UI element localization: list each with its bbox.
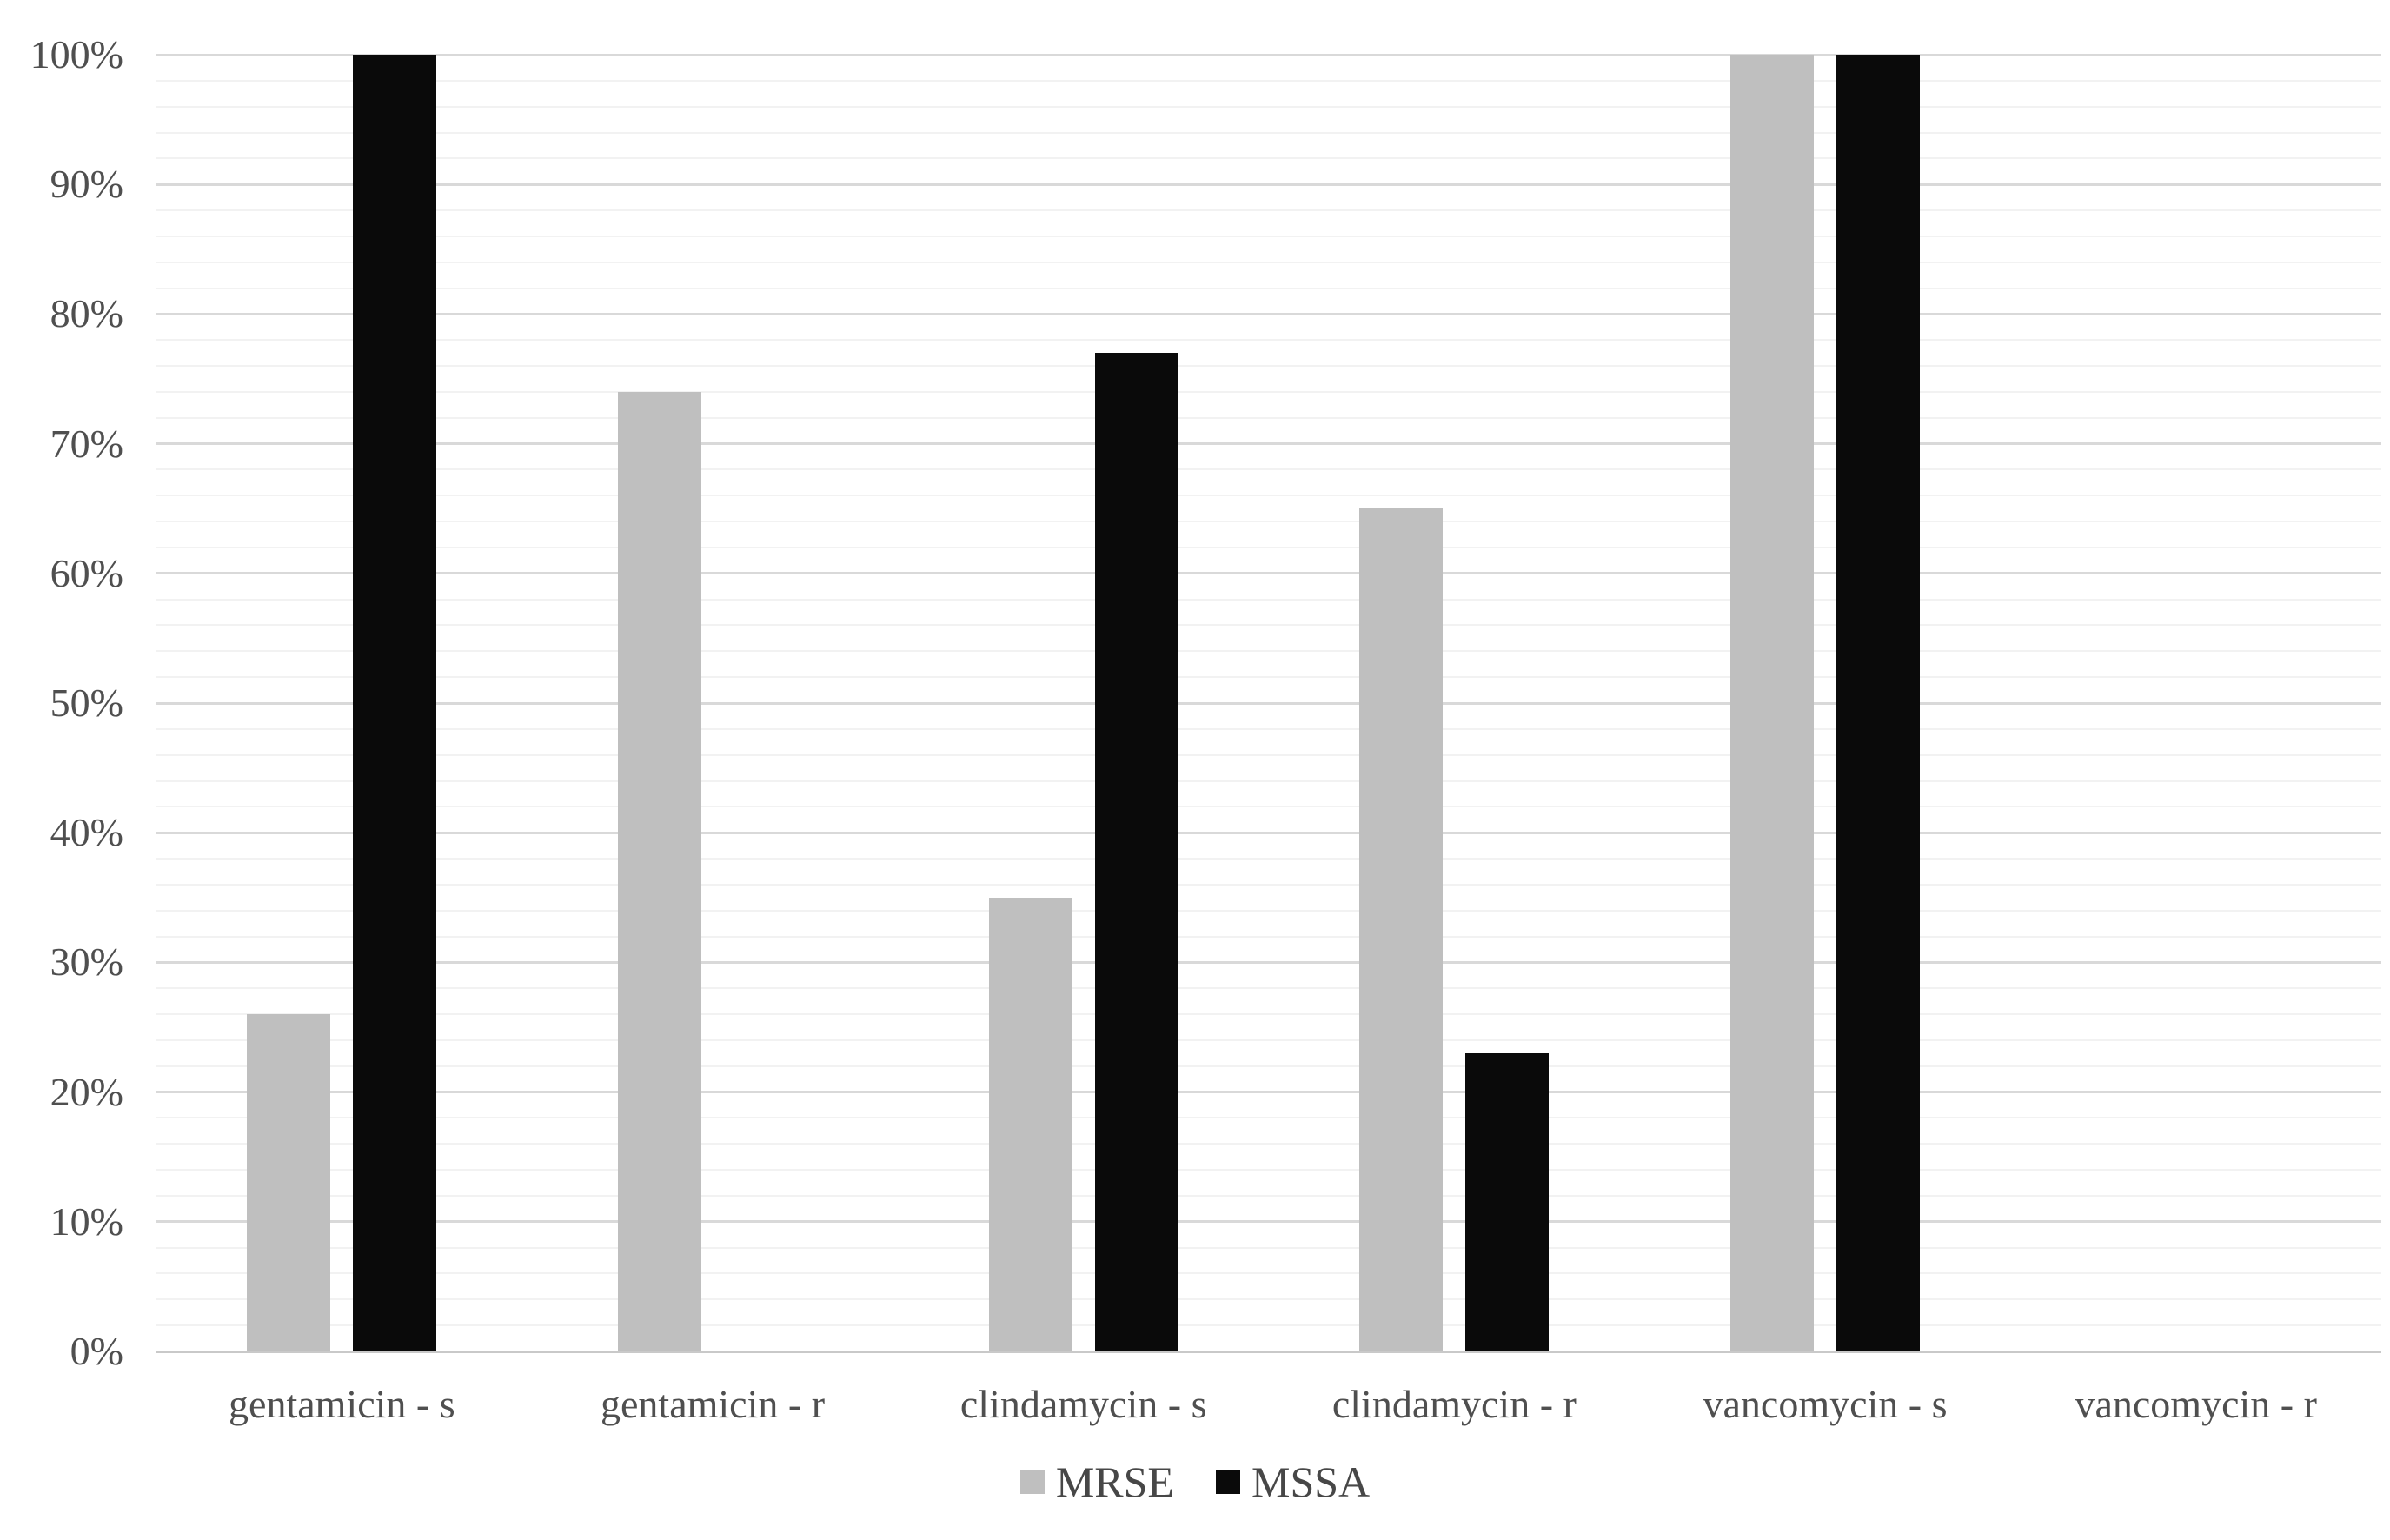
- bar-mrse-0: [247, 1014, 331, 1351]
- y-axis-labels: 0% 10% 20% 30% 40% 50% 60% 70% 80% 90% 100%: [0, 32, 123, 1373]
- bar-group-clindamycin-r: [1269, 55, 1640, 1351]
- bar-group-gentamicin-s: [156, 55, 528, 1351]
- plot-area: [156, 53, 2381, 1353]
- gridline-minor: [156, 495, 2381, 497]
- gridline-minor: [156, 546, 2381, 548]
- y-tick-label: 60%: [50, 550, 123, 595]
- bar-mssa-3: [1465, 1052, 1550, 1351]
- x-axis-line: [156, 1351, 2381, 1353]
- bar-mssa-2: [1094, 353, 1178, 1351]
- gridline-minor: [156, 1065, 2381, 1067]
- gridline-major: [156, 1091, 2381, 1094]
- legend-item-mrse: MRSE: [1019, 1457, 1174, 1507]
- y-tick-label: 100%: [30, 32, 123, 76]
- legend-label-mssa: MSSA: [1251, 1457, 1371, 1506]
- gridline-minor: [156, 261, 2381, 263]
- gridline-minor: [156, 1324, 2381, 1327]
- gridline-minor: [156, 390, 2381, 393]
- x-label-0: gentamicin - s: [229, 1382, 455, 1426]
- y-tick-label: 80%: [50, 291, 123, 336]
- bar-mrse-1: [618, 391, 701, 1351]
- gridline-minor: [156, 676, 2381, 679]
- bar-mssa-0: [353, 55, 437, 1351]
- legend-label-mrse: MRSE: [1055, 1457, 1174, 1506]
- x-label-5: vancomycin - r: [2075, 1382, 2317, 1426]
- bar-mrse-3: [1359, 508, 1444, 1351]
- bar-groups: [156, 55, 2381, 1351]
- gridline-minor: [156, 287, 2381, 289]
- gridline-minor: [156, 209, 2381, 212]
- gridline-minor: [156, 1194, 2381, 1197]
- bar-mssa-4: [1836, 55, 1921, 1351]
- gridline-minor: [156, 339, 2381, 342]
- y-tick-label: 0%: [70, 1329, 123, 1373]
- bar-group-vancomycin-s: [1640, 55, 2011, 1351]
- gridline-minor: [156, 468, 2381, 471]
- x-axis-labels: gentamicin - s gentamicin - r clindamycin …: [156, 1380, 2381, 1429]
- gridline-minor: [156, 780, 2381, 782]
- gridline-minor: [156, 1013, 2381, 1016]
- gridline-minor: [156, 987, 2381, 990]
- x-label-3: clindamycin - r: [1331, 1382, 1577, 1426]
- legend: MRSE MSSA: [0, 1457, 2390, 1507]
- gridline-minor: [156, 650, 2381, 653]
- gridline-minor: [156, 1246, 2381, 1249]
- gridline-minor: [156, 1272, 2381, 1275]
- gridline-minor: [156, 935, 2381, 938]
- y-tick-label: 50%: [50, 680, 123, 725]
- gridline-minor: [156, 1298, 2381, 1301]
- y-tick-label: 20%: [50, 1069, 123, 1114]
- gridline-minor: [156, 521, 2381, 523]
- gridline-minor: [156, 806, 2381, 808]
- y-tick-label: 30%: [50, 939, 123, 985]
- gridline-major: [156, 53, 2381, 56]
- gridline-minor: [156, 883, 2381, 886]
- bar-group-clindamycin-s: [898, 55, 1269, 1351]
- gridline-major: [156, 1220, 2381, 1224]
- bar-group-gentamicin-r: [528, 55, 899, 1351]
- gridline-minor: [156, 1143, 2381, 1145]
- y-tick-label: 70%: [50, 421, 123, 466]
- y-tick-label: 40%: [50, 810, 123, 855]
- gridline-minor: [156, 105, 2381, 108]
- x-label-2: clindamycin - s: [959, 1382, 1207, 1426]
- legend-swatch-mssa: [1215, 1470, 1240, 1494]
- y-tick-label: 90%: [50, 162, 123, 207]
- gridline-minor: [156, 365, 2381, 368]
- gridline-major: [156, 183, 2381, 186]
- gridline-major: [156, 960, 2381, 964]
- gridline-minor: [156, 598, 2381, 601]
- gridline-minor: [156, 79, 2381, 82]
- gridline-minor: [156, 727, 2381, 730]
- gridline-minor: [156, 1039, 2381, 1041]
- gridline-minor: [156, 753, 2381, 756]
- x-label-1: gentamicin - r: [601, 1382, 826, 1426]
- gridline-minor: [156, 235, 2381, 237]
- gridline-minor: [156, 1169, 2381, 1172]
- gridline-minor: [156, 416, 2381, 419]
- gridline-major: [156, 572, 2381, 575]
- gridline-minor: [156, 909, 2381, 912]
- gridline-major: [156, 442, 2381, 446]
- bar-group-vancomycin-r: [2010, 55, 2381, 1351]
- gridline-minor: [156, 1117, 2381, 1119]
- gridline-major: [156, 701, 2381, 705]
- gridline-minor: [156, 157, 2381, 160]
- gridline-major: [156, 312, 2381, 315]
- bar-mrse-2: [988, 897, 1072, 1351]
- legend-item-mssa: MSSA: [1215, 1457, 1371, 1507]
- bar-mrse-4: [1730, 55, 1815, 1351]
- gridline-minor: [156, 131, 2381, 134]
- gridline-minor: [156, 858, 2381, 860]
- legend-swatch-mrse: [1019, 1470, 1045, 1494]
- gridline-minor: [156, 624, 2381, 627]
- gridline-major: [156, 831, 2381, 834]
- y-tick-label: 10%: [50, 1198, 123, 1244]
- x-label-4: vancomycin - s: [1703, 1382, 1948, 1426]
